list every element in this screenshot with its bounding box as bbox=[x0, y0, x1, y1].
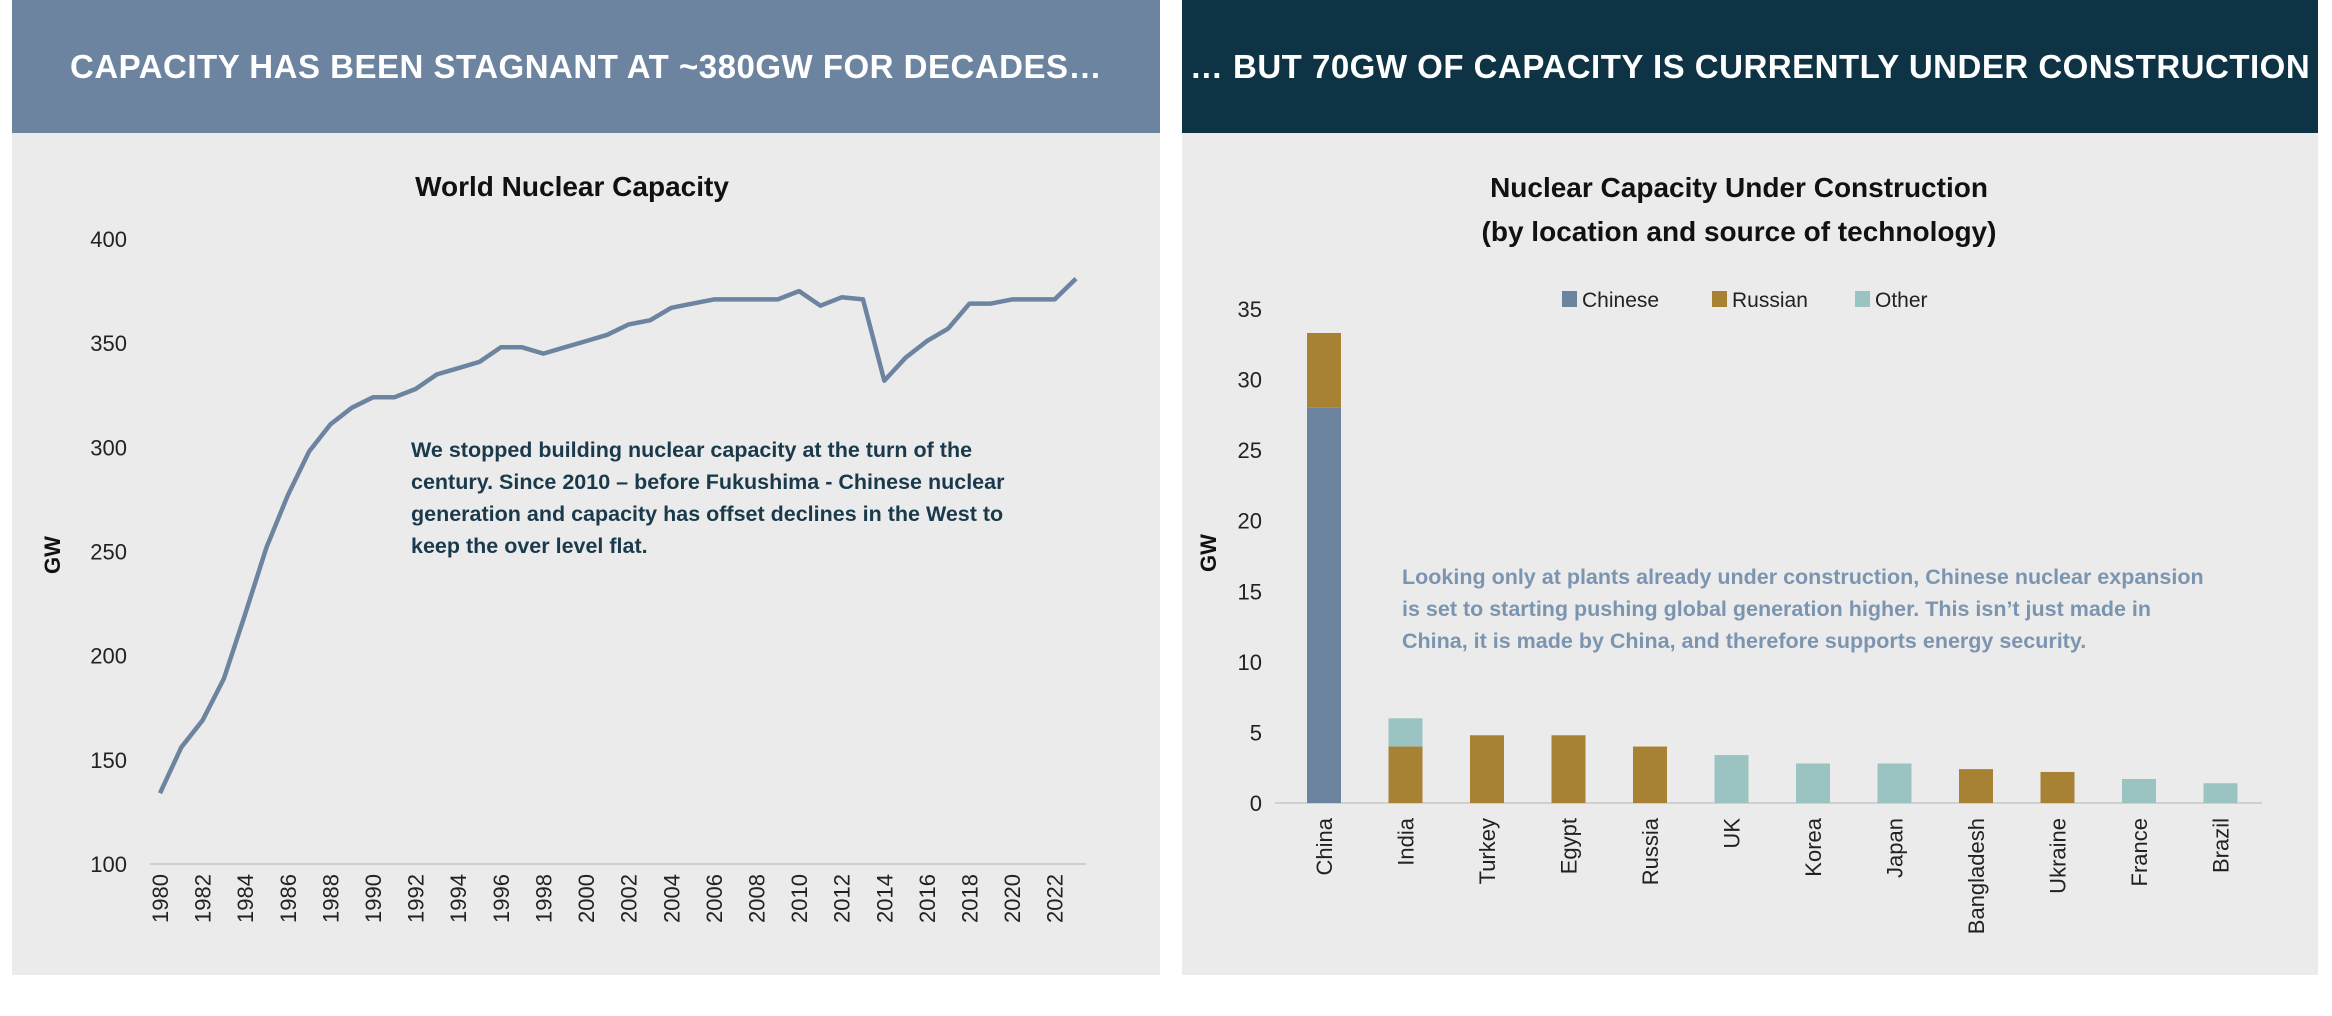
y-axis-label: GW bbox=[40, 536, 65, 574]
bar-bangladesh-russian bbox=[1959, 769, 1993, 803]
right-header: … BUT 70GW OF CAPACITY IS CURRENTLY UNDE… bbox=[1182, 0, 2318, 133]
bar-ukraine-russian bbox=[2040, 771, 2075, 803]
y-tick-label: 100 bbox=[90, 852, 127, 877]
bar-china-russian bbox=[1307, 332, 1341, 408]
left-panel: CAPACITY HAS BEEN STAGNANT AT ~380GW FOR… bbox=[12, 0, 1160, 975]
y-tick-label: 25 bbox=[1238, 438, 1262, 463]
x-tick-label: Bangladesh bbox=[1964, 818, 1989, 934]
y-tick-label: 250 bbox=[90, 540, 127, 565]
y-tick-label: 10 bbox=[1238, 650, 1262, 675]
y-tick-label: 30 bbox=[1238, 368, 1262, 393]
legend-label-chinese: Chinese bbox=[1582, 289, 1659, 312]
y-axis-label: GW bbox=[1196, 534, 1221, 572]
x-tick-label: 2006 bbox=[702, 874, 727, 923]
y-tick-label: 400 bbox=[90, 227, 127, 252]
legend-swatch-russian bbox=[1712, 291, 1727, 307]
x-tick-label: Ukraine bbox=[2046, 818, 2071, 894]
y-tick-label: 20 bbox=[1238, 509, 1262, 534]
chart-subtitle: (by location and source of technology) bbox=[1482, 216, 1997, 247]
x-tick-label: Brazil bbox=[2209, 818, 2234, 873]
annotation: Looking only at plants already under con… bbox=[1402, 565, 2204, 653]
y-tick-label: 15 bbox=[1238, 579, 1262, 604]
bar-brazil-other bbox=[2203, 783, 2238, 803]
x-tick-label: 1988 bbox=[318, 874, 343, 923]
bar-turkey-russian bbox=[1470, 735, 1504, 803]
x-tick-label: 2022 bbox=[1043, 874, 1068, 923]
x-tick-label: 1980 bbox=[148, 874, 173, 923]
y-tick-label: 35 bbox=[1238, 297, 1262, 322]
x-tick-label: 1982 bbox=[191, 874, 216, 923]
x-tick-label: France bbox=[2127, 818, 2152, 886]
x-tick-label: 2002 bbox=[617, 874, 642, 923]
chart-title: Nuclear Capacity Under Construction bbox=[1490, 172, 1988, 203]
bar-egypt-russian bbox=[1551, 735, 1586, 803]
legend-label-other: Other bbox=[1875, 289, 1928, 312]
y-tick-label: 5 bbox=[1250, 720, 1262, 745]
bar-japan-other bbox=[1877, 763, 1912, 803]
bar-india-other bbox=[1388, 718, 1423, 747]
x-tick-label: 2016 bbox=[915, 874, 940, 923]
line-chart: World Nuclear Capacity GW 100 150 200 250 30… bbox=[40, 171, 1086, 923]
x-tick-label: 2008 bbox=[744, 874, 769, 923]
x-tick-label: 2020 bbox=[1000, 874, 1025, 923]
x-tick-label: Korea bbox=[1801, 817, 1826, 876]
bar-korea-other bbox=[1796, 763, 1830, 803]
right-panel: … BUT 70GW OF CAPACITY IS CURRENTLY UNDE… bbox=[1182, 0, 2318, 975]
x-tick-label: UK bbox=[1720, 818, 1745, 849]
x-tick-label: 1996 bbox=[489, 874, 514, 923]
chart-title: World Nuclear Capacity bbox=[415, 171, 729, 202]
x-tick-label: 1992 bbox=[404, 874, 429, 923]
x-tick-label: 2014 bbox=[872, 874, 897, 923]
x-tick-label: 1990 bbox=[361, 874, 386, 923]
bar-france-other bbox=[2122, 779, 2156, 803]
x-tick-label: Egypt bbox=[1557, 818, 1582, 874]
bar-chart: Nuclear Capacity Under Construction (by … bbox=[1196, 172, 2262, 934]
legend-label-russian: Russian bbox=[1732, 289, 1808, 312]
x-tick-label: 2018 bbox=[957, 874, 982, 923]
x-tick-label: Turkey bbox=[1475, 818, 1500, 884]
y-tick-label: 200 bbox=[90, 644, 127, 669]
x-tick-label: 1994 bbox=[446, 874, 471, 923]
x-tick-label: 2010 bbox=[787, 874, 812, 923]
y-tick-label: 300 bbox=[90, 435, 127, 460]
x-tick-label: 2012 bbox=[830, 874, 855, 923]
y-tick-label: 0 bbox=[1250, 791, 1262, 816]
capacity-line bbox=[157, 276, 1078, 795]
x-tick-label: 1998 bbox=[531, 874, 556, 923]
y-tick-label: 350 bbox=[90, 331, 127, 356]
x-tick-label: Japan bbox=[1883, 818, 1908, 878]
x-tick-label: Russia bbox=[1638, 817, 1663, 885]
annotation: We stopped building nuclear capacity at … bbox=[411, 438, 1005, 558]
x-tick-label: 1984 bbox=[233, 874, 258, 923]
x-tick-label: 2000 bbox=[574, 874, 599, 923]
bar-russia-russian bbox=[1633, 746, 1667, 803]
x-tick-label: 1986 bbox=[276, 874, 301, 923]
bar-india-russian bbox=[1388, 746, 1423, 803]
legend-swatch-other bbox=[1855, 291, 1870, 307]
bar-uk-other bbox=[1714, 755, 1749, 803]
legend-swatch-chinese bbox=[1562, 291, 1577, 307]
x-tick-label: India bbox=[1394, 817, 1419, 865]
y-tick-label: 150 bbox=[90, 748, 127, 773]
bar-china-chinese bbox=[1307, 407, 1341, 803]
x-tick-label: China bbox=[1312, 817, 1337, 875]
x-tick-label: 2004 bbox=[659, 874, 684, 923]
left-header: CAPACITY HAS BEEN STAGNANT AT ~380GW FOR… bbox=[12, 0, 1160, 133]
